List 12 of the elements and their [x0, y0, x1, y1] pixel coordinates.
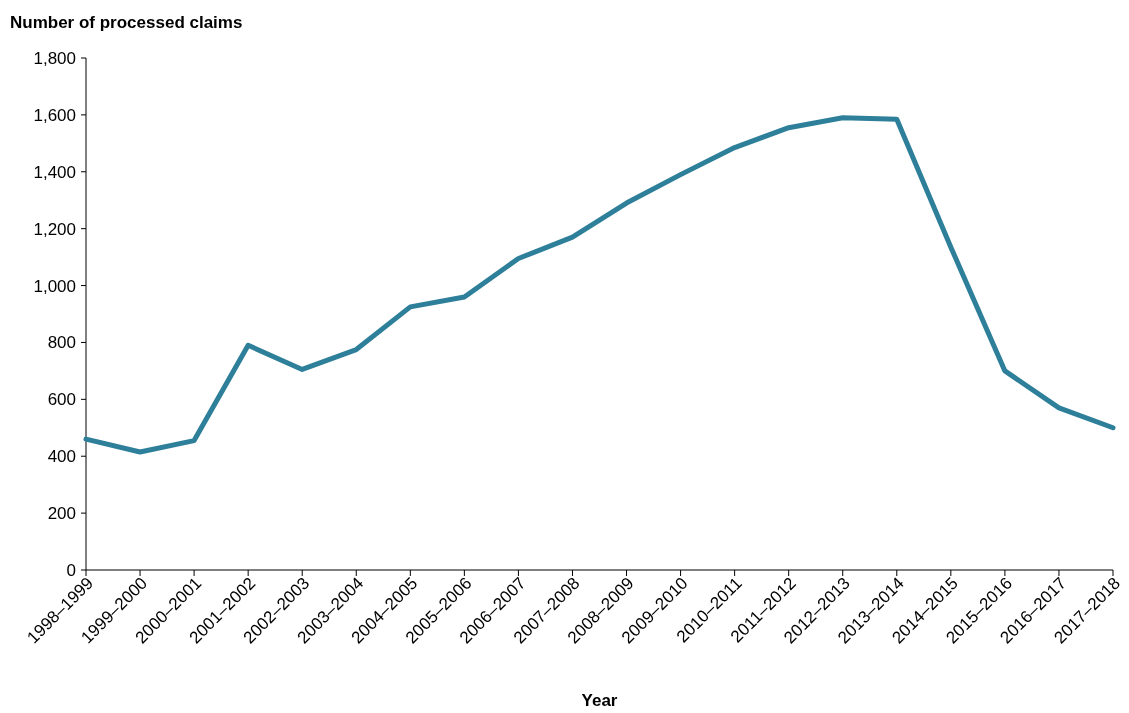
y-tick-label: 800 [47, 333, 76, 353]
y-tick-label: 600 [47, 390, 76, 410]
y-tick-label: 1,200 [33, 219, 76, 239]
y-tick-label: 0 [66, 560, 76, 580]
y-axis-title: Number of processed claims [10, 13, 243, 32]
y-tick-label: 1,000 [33, 276, 76, 296]
x-axis-title: Year [581, 691, 618, 710]
y-tick-label: 1,600 [33, 105, 76, 125]
y-tick-label: 400 [47, 447, 76, 467]
y-tick-label: 1,800 [33, 48, 76, 68]
y-tick-label: 200 [47, 504, 76, 524]
y-tick-label: 1,400 [33, 162, 76, 182]
